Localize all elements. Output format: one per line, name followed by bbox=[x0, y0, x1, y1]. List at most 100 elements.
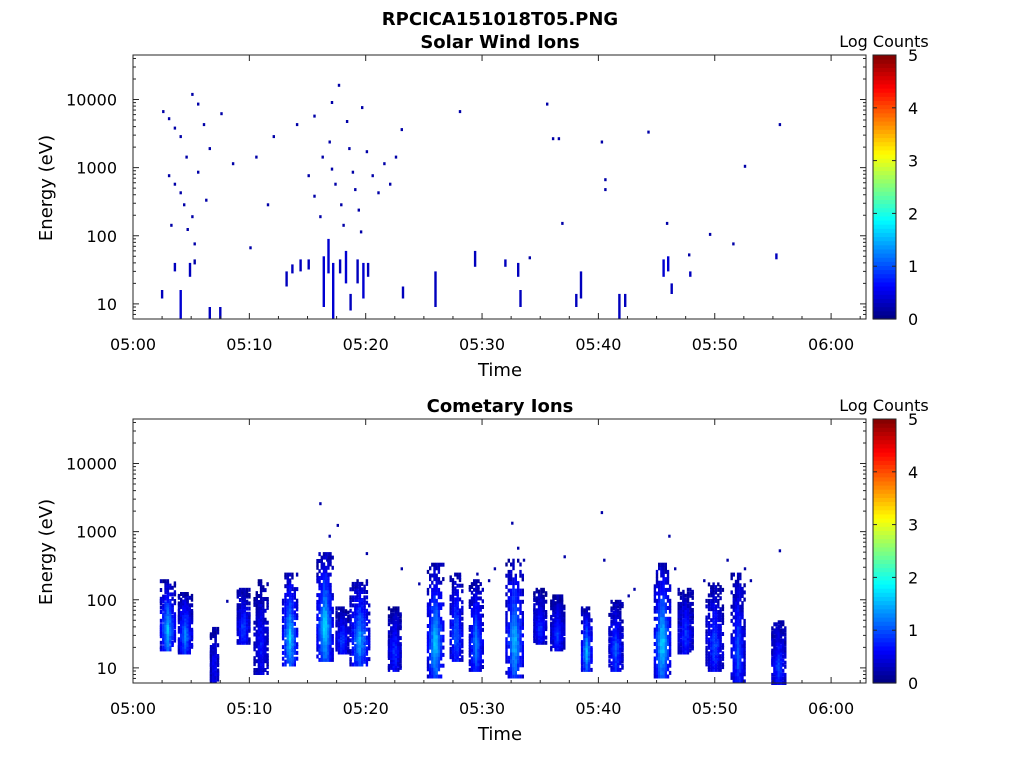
data-bin bbox=[473, 596, 476, 601]
data-bin bbox=[705, 637, 708, 642]
data-bin bbox=[259, 671, 263, 675]
data-bin bbox=[248, 592, 251, 597]
data-bin bbox=[775, 642, 778, 647]
data-bin bbox=[712, 651, 715, 656]
data-bin bbox=[721, 645, 725, 650]
data-bin bbox=[429, 609, 432, 614]
data-bin bbox=[653, 634, 657, 639]
data-bin bbox=[331, 593, 334, 598]
data-bin bbox=[320, 610, 323, 615]
data-bin bbox=[431, 624, 434, 628]
data-bin bbox=[286, 590, 289, 594]
data-bin bbox=[658, 616, 661, 621]
data-bin bbox=[327, 613, 330, 618]
data-bin bbox=[779, 662, 783, 667]
data-bin bbox=[286, 607, 289, 612]
colorbar-band bbox=[873, 108, 896, 114]
data-bin bbox=[479, 656, 482, 661]
data-bin bbox=[473, 579, 476, 584]
data-bin bbox=[173, 592, 177, 597]
data-bin bbox=[166, 618, 170, 623]
data-bin bbox=[608, 643, 611, 648]
data-segment bbox=[193, 259, 196, 265]
data-bin bbox=[451, 622, 455, 627]
data-bin bbox=[712, 654, 715, 659]
data-bin bbox=[736, 608, 740, 613]
data-bin bbox=[512, 599, 515, 604]
data-bin bbox=[327, 599, 330, 604]
data-bin bbox=[614, 659, 618, 664]
data-bin bbox=[517, 633, 520, 638]
data-bin bbox=[655, 674, 659, 679]
data-bin bbox=[583, 624, 586, 629]
data-bin bbox=[164, 618, 167, 623]
data-bin bbox=[451, 613, 455, 618]
data-bin bbox=[512, 648, 515, 653]
data-point bbox=[361, 106, 364, 110]
data-bin bbox=[773, 676, 776, 681]
figure-title: RPCICA151018T05.PNG bbox=[382, 9, 618, 30]
colorbar-band bbox=[873, 641, 896, 647]
data-bin bbox=[732, 668, 735, 673]
data-bin bbox=[619, 623, 622, 628]
data-point bbox=[743, 567, 747, 571]
x-tick-label: 06:00 bbox=[808, 699, 854, 718]
data-bin bbox=[365, 646, 369, 651]
data-bin bbox=[162, 599, 165, 603]
data-bin bbox=[435, 642, 438, 646]
data-bin bbox=[354, 595, 357, 600]
data-bin bbox=[653, 656, 657, 661]
data-bin bbox=[433, 577, 436, 582]
data-bin bbox=[619, 610, 622, 615]
data-bin bbox=[653, 663, 657, 668]
data-bin bbox=[288, 621, 292, 626]
data-bin bbox=[658, 645, 661, 650]
data-bin bbox=[288, 659, 292, 664]
data-bin bbox=[439, 562, 443, 567]
data-bin bbox=[732, 658, 735, 663]
data-bin bbox=[507, 674, 510, 679]
data-bin bbox=[284, 572, 287, 577]
data-bin bbox=[166, 636, 170, 641]
data-bin bbox=[286, 621, 289, 626]
colorbar-band bbox=[873, 310, 896, 316]
data-bin bbox=[736, 579, 740, 584]
data-bin bbox=[354, 662, 357, 667]
data-bin bbox=[284, 630, 287, 635]
data-bin bbox=[356, 646, 359, 651]
data-bin bbox=[358, 641, 362, 645]
data-bin bbox=[264, 641, 267, 646]
data-bin bbox=[439, 602, 443, 607]
data-bin bbox=[773, 662, 776, 667]
data-bin bbox=[259, 662, 263, 667]
data-bin bbox=[734, 597, 738, 602]
data-bin bbox=[327, 586, 330, 591]
data-bin bbox=[456, 657, 459, 662]
data-bin bbox=[621, 641, 624, 646]
data-bin bbox=[329, 623, 332, 628]
data-bin bbox=[162, 618, 165, 623]
data-bin bbox=[734, 601, 738, 606]
data-bin bbox=[286, 659, 289, 664]
data-bin bbox=[707, 623, 711, 628]
data-bin bbox=[479, 633, 482, 638]
data-bin bbox=[429, 584, 432, 589]
data-bin bbox=[719, 585, 722, 590]
data-bin bbox=[664, 562, 667, 567]
data-point bbox=[295, 123, 299, 127]
data-bin bbox=[477, 619, 480, 624]
data-bin bbox=[257, 671, 261, 675]
data-bin bbox=[437, 587, 441, 592]
data-point bbox=[627, 594, 630, 598]
data-bin bbox=[216, 677, 220, 682]
data-bin bbox=[668, 609, 672, 614]
data-bin bbox=[166, 621, 170, 625]
data-bin bbox=[164, 636, 167, 641]
data-bin bbox=[616, 621, 620, 626]
data-bin bbox=[666, 638, 670, 643]
data-bin bbox=[439, 624, 443, 628]
data-bin bbox=[505, 652, 508, 657]
data-bin bbox=[171, 629, 174, 634]
data-bin bbox=[262, 605, 265, 610]
data-bin bbox=[560, 616, 564, 621]
